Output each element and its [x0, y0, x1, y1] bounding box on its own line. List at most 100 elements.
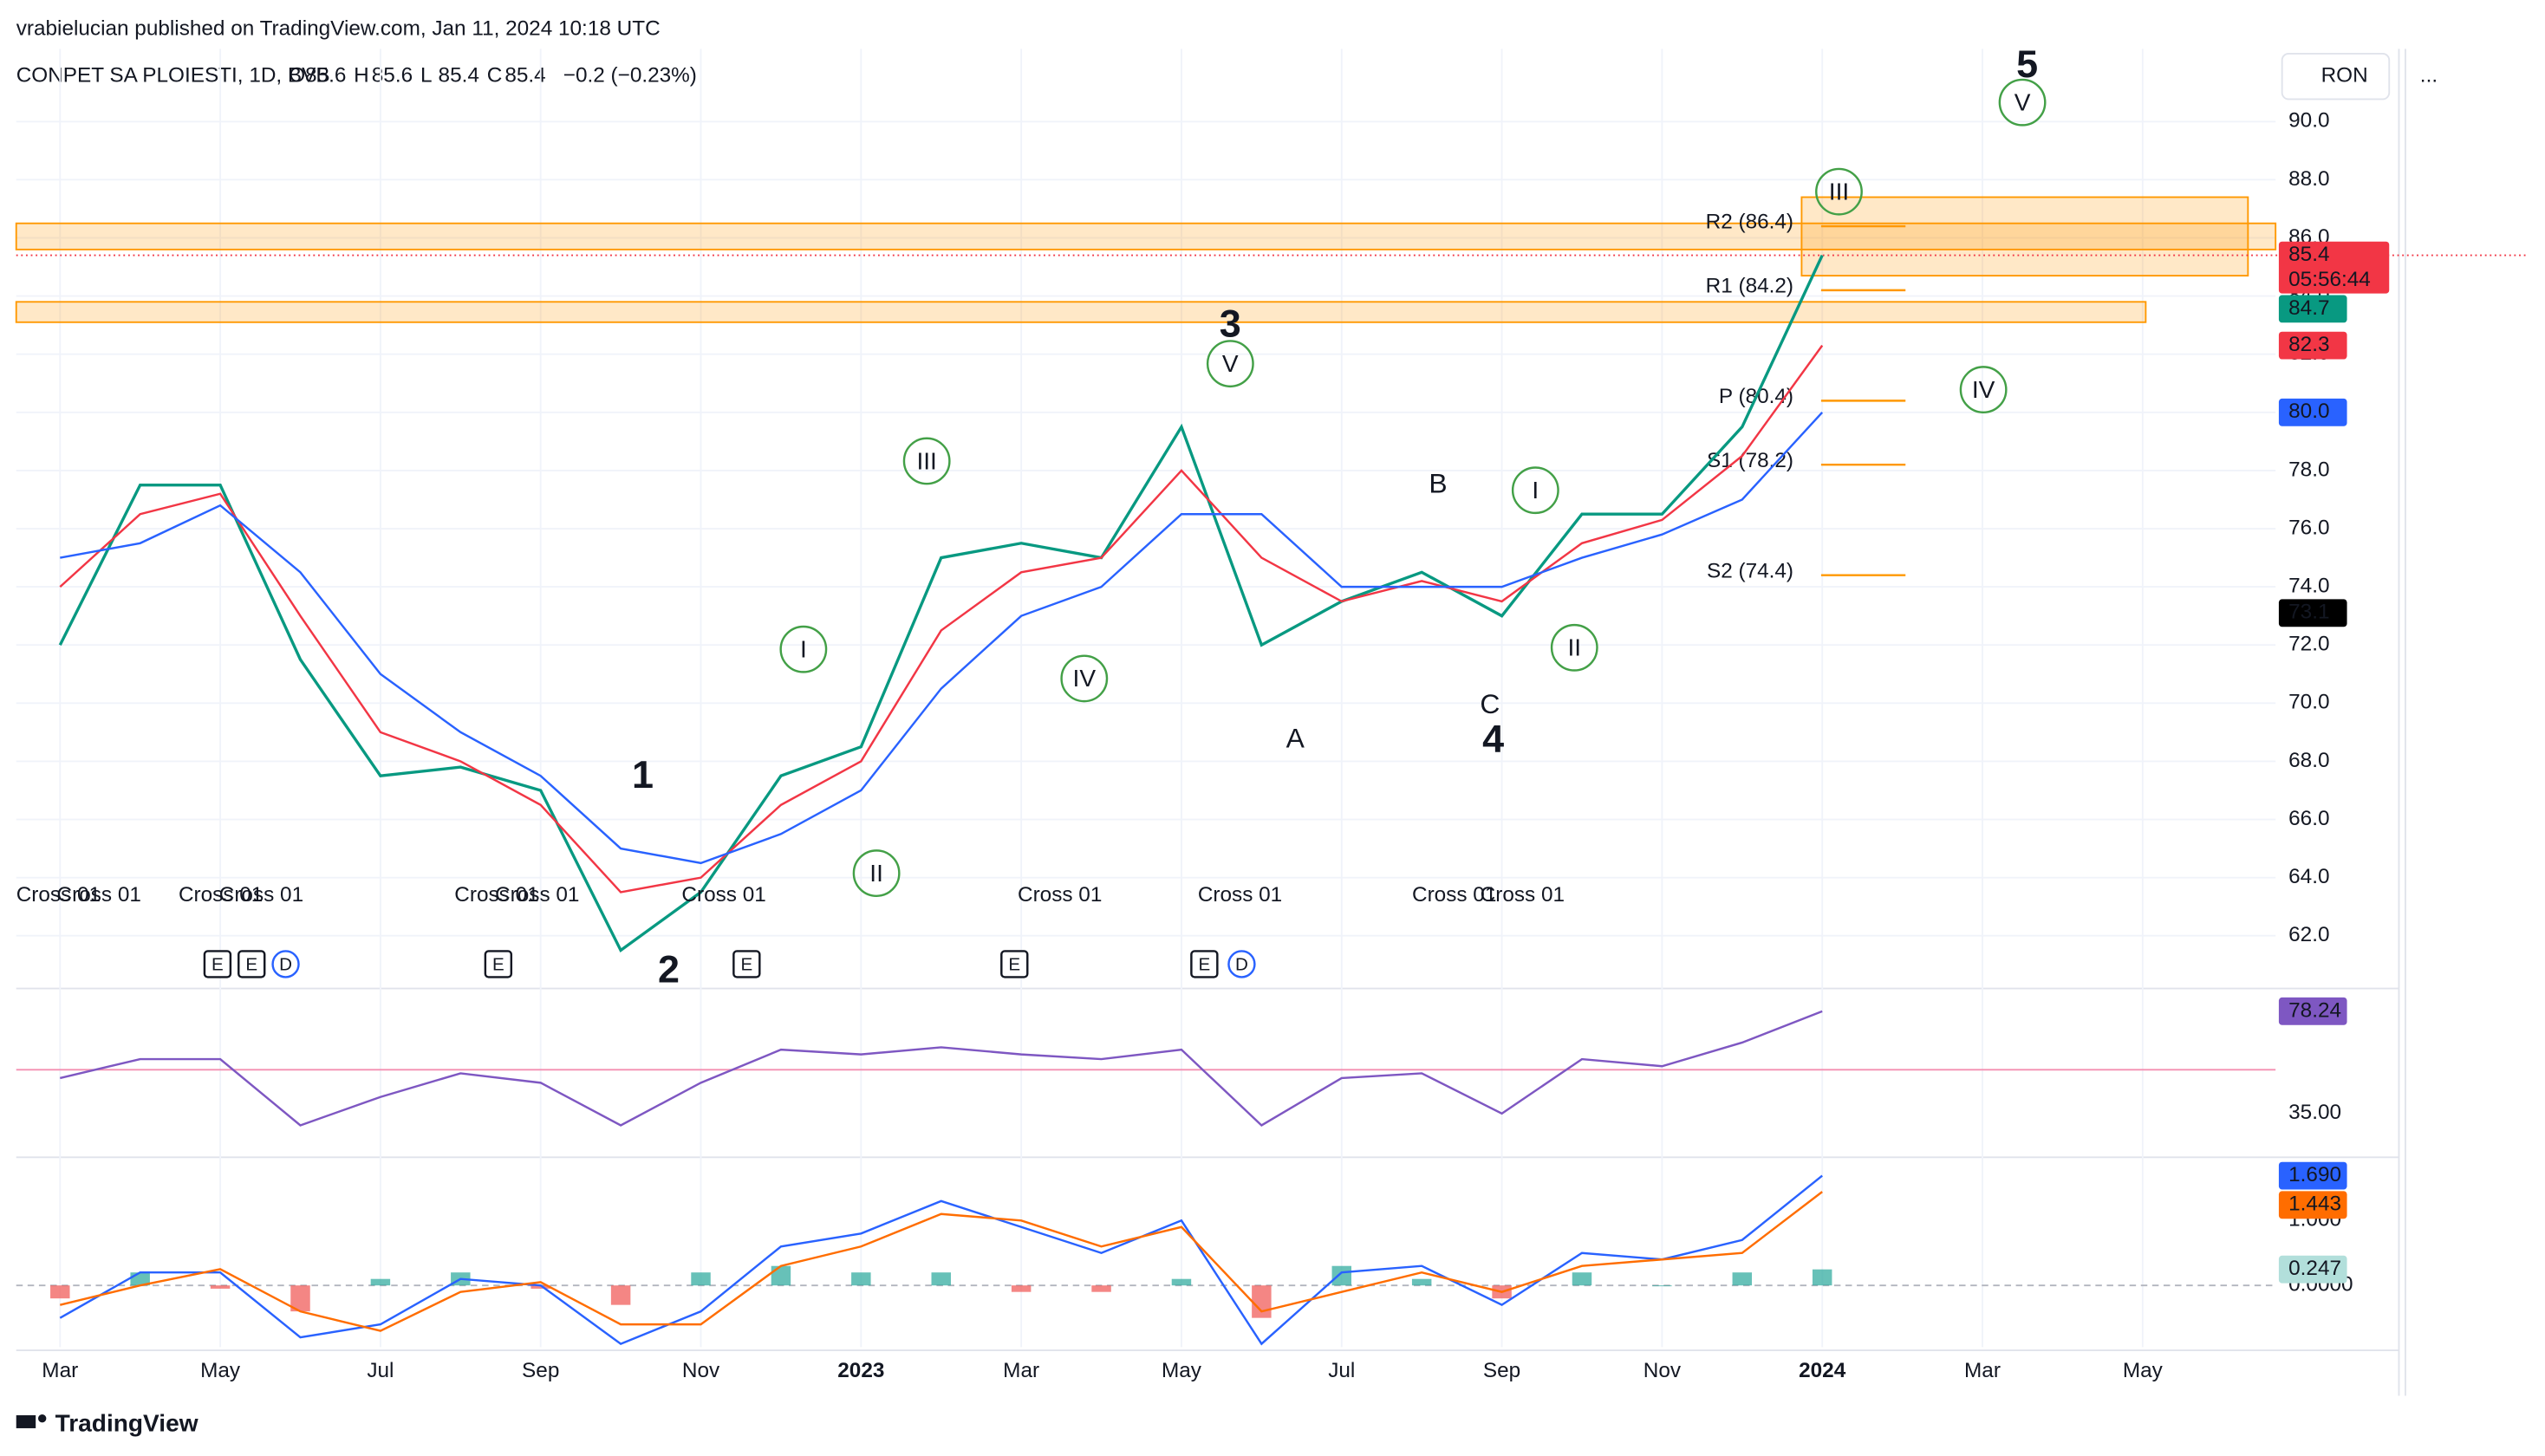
x-tick-label: 2024 — [1799, 1359, 1846, 1382]
histogram-bar — [1171, 1278, 1192, 1286]
price-badge-label: 85.4 — [2288, 243, 2329, 266]
brand: TradingView — [55, 1410, 199, 1437]
histogram-bar — [1652, 1285, 1672, 1287]
price-badge — [2278, 599, 2347, 627]
wave-label: V — [1222, 350, 1239, 377]
wave-label: B — [1429, 467, 1447, 498]
wave-label: 2 — [658, 947, 680, 991]
wave-circle — [1206, 340, 1254, 388]
ohlc-value: 85.6 — [305, 64, 346, 88]
signal-label: Cross 01 — [681, 883, 765, 907]
x-tick-label: Sep — [1483, 1359, 1520, 1382]
x-tick-label: Mar — [1964, 1359, 2001, 1382]
wave-label: III — [916, 447, 936, 474]
ohlc-value: 85.4 — [504, 64, 545, 88]
price-badge — [2278, 1191, 2347, 1219]
histogram-bar — [1411, 1278, 1432, 1286]
event-label: E — [245, 955, 257, 975]
pivot-label: R1 (84.2) — [1706, 275, 1793, 298]
price-badge — [2278, 331, 2347, 360]
pivot-label: S2 (74.4) — [1707, 559, 1793, 582]
histogram-bar — [1331, 1265, 1352, 1286]
x-tick-label: May — [1162, 1359, 1202, 1382]
price-badge-label: 82.3 — [2288, 333, 2329, 356]
histogram-bar — [1572, 1272, 1592, 1286]
y-tick-label: 70.0 — [2288, 691, 2329, 714]
zone — [15, 301, 2147, 323]
price-badge-label: 1.443 — [2288, 1193, 2341, 1216]
ohlc-key: L — [420, 64, 433, 88]
ohlc-key: C — [487, 64, 503, 88]
price-badge-label: 0.247 — [2288, 1257, 2341, 1280]
histogram-bar — [1732, 1272, 1753, 1286]
histogram-bar — [210, 1285, 231, 1289]
menu[interactable]: ... — [2420, 64, 2438, 88]
currency-box[interactable] — [2281, 53, 2391, 101]
histogram-bar — [610, 1285, 631, 1305]
event-label: E — [212, 955, 224, 975]
series-line — [59, 1191, 1823, 1332]
event-marker — [271, 950, 300, 978]
series-line — [60, 411, 1824, 865]
y-tick-label: 78.0 — [2288, 458, 2329, 481]
wave-label: I — [1532, 477, 1539, 504]
y-tick-label: 72.0 — [2288, 633, 2329, 656]
price-badge — [2278, 398, 2347, 426]
x-tick-label: Mar — [42, 1359, 78, 1382]
event-marker — [1000, 950, 1029, 978]
ohlc-value: 85.6 — [372, 64, 413, 88]
x-tick-label: Mar — [1003, 1359, 1039, 1382]
signal-label: Cross 01 — [16, 883, 101, 907]
signal-label: Cross 01 — [179, 883, 263, 907]
x-tick-label: Nov — [1644, 1359, 1682, 1382]
wave-circle — [1550, 623, 1598, 672]
event-marker — [484, 950, 513, 978]
countdown: 05:56:44 — [2288, 268, 2371, 291]
wave-label: III — [1829, 178, 1849, 205]
price-badge — [2278, 1255, 2347, 1284]
event-label: D — [1235, 955, 1248, 975]
event-label: E — [740, 955, 752, 975]
logo: TradingView — [16, 1410, 199, 1437]
currency[interactable]: RON — [2321, 64, 2368, 88]
logo-mark — [38, 1414, 47, 1423]
ohlc-key: H — [354, 64, 369, 88]
x-tick-label: Jul — [1328, 1359, 1355, 1382]
wave-label: I — [800, 635, 807, 662]
y-tick-label: 66.0 — [2288, 807, 2329, 830]
event-marker — [732, 950, 761, 978]
zone — [1800, 196, 2249, 277]
zone — [15, 222, 2277, 250]
wave-circle — [902, 437, 951, 485]
x-tick-label: 2023 — [837, 1359, 884, 1382]
x-tick-label: Sep — [522, 1359, 559, 1382]
event-label: E — [1008, 955, 1020, 975]
y-tick-label: 35.00 — [2288, 1101, 2341, 1124]
wave-label: 1 — [632, 752, 654, 796]
header: vrabielucian published on TradingView.co… — [16, 16, 661, 40]
histogram-bar — [851, 1272, 871, 1286]
x-tick-label: May — [2123, 1359, 2164, 1382]
x-tick-label: May — [200, 1359, 241, 1382]
wave-label: 4 — [1482, 717, 1504, 761]
histogram-bar — [771, 1265, 791, 1286]
y-tick-label: 74.0 — [2288, 575, 2329, 598]
histogram-bar — [290, 1285, 310, 1312]
chart-title: CONPET SA PLOIESTI, 1D, BVB — [16, 64, 330, 88]
wave-circle — [779, 625, 828, 673]
event-marker — [238, 950, 266, 978]
wave-circle — [1959, 366, 2008, 414]
wave-circle — [1511, 466, 1559, 515]
wave-circle — [1060, 654, 1109, 703]
wave-circle — [1998, 78, 2047, 127]
signal-label: Cross 01 — [57, 883, 141, 907]
y-tick-label: 62.0 — [2288, 923, 2329, 946]
event-marker — [203, 950, 232, 978]
histogram-bar — [1091, 1285, 1111, 1292]
price-badge — [2278, 1161, 2347, 1190]
price-badge — [2278, 295, 2347, 323]
wave-label: II — [1567, 634, 1581, 661]
pivot-label: R2 (86.4) — [1706, 211, 1793, 234]
series-line — [59, 344, 1824, 894]
